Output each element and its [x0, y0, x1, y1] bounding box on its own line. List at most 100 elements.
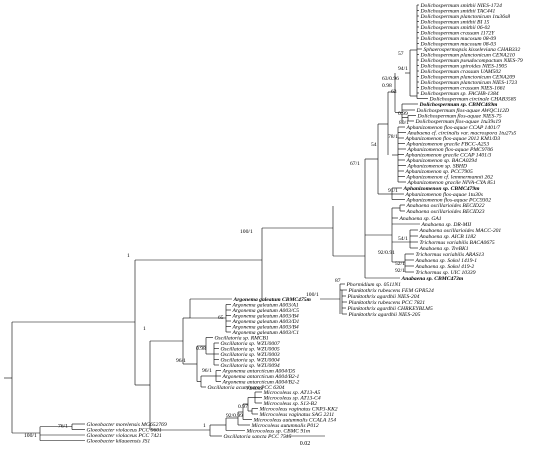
support-value: 63/0.96 [382, 76, 399, 82]
taxon-label: Anabaena oscillarioides BECID22 [406, 203, 485, 209]
support-value: 100/1 [306, 292, 319, 298]
taxon-label: Planktothrix agardhii CHRKEYBLM5 [347, 306, 433, 312]
taxon-label: Argonema galeatum A003/D1 [232, 319, 300, 325]
taxon-label: Microcoleus sp. AT13-C4 [263, 395, 321, 401]
taxon-label: Dolichospermum pseudocompactum NIES-79 [420, 58, 523, 64]
taxon-label: Argonema galeatum A003/A1 [232, 302, 299, 308]
taxon-label: Anabaena sp. TreBK1 [419, 246, 469, 252]
support-value: 57 [398, 51, 404, 57]
highlighted-taxon-label: Dolichospermum sp. CBMC469m [419, 102, 499, 108]
taxon-label: Argonema galeatum A003/C5 [232, 308, 300, 314]
taxon-label: Argonema galeatum A003/C1 [232, 330, 300, 336]
taxon-label: Aphanizomenon flos-aquae CCAP 1401/7 [406, 124, 501, 131]
taxon-label: Dolichospermum circinale CHAB3585 [429, 96, 517, 102]
support-value: 0.98 [196, 346, 206, 352]
taxon-label: Oscillatoria sp. WZU0004 [221, 357, 280, 363]
taxon-label: Dolichospermum crassum UAM502 [420, 69, 502, 75]
highlighted-taxon-label: Anabaena sp. CBMC473m [401, 276, 464, 282]
taxon-label: Argonema antarcticum A004/D5 [222, 368, 296, 374]
taxon-label: Microcoleus sp. AT13-A5 [263, 390, 321, 396]
taxon-label: Aphanizomenon gracile NIVA-CYA 851 [407, 180, 496, 186]
taxon-label: Oscillatoria sancta PCC 7515 [224, 434, 292, 440]
taxon-label: Oscillatoria sp. WZU0003 [221, 352, 280, 358]
support-value: 96/1 [202, 368, 212, 374]
taxon-label: Dolichospermum planctonicum CENA210 [420, 52, 516, 58]
taxon-label: Dolichospermum planctonicum CENA209 [420, 74, 516, 80]
taxon-label: Aphanizomenon sp. PCC7905 [405, 169, 473, 175]
taxon-label: Anabaena oscillarioides BECID23 [406, 209, 485, 215]
taxon-label: Aphanizomenon flos-aquae PCC9302 [406, 196, 492, 203]
support-value: 96/1 [176, 358, 186, 364]
taxon-label: Gloeobacter violaceus PCC 9601 [87, 427, 163, 433]
taxon-label: Dolichospermum flos-aquae 1tu39s19 [415, 118, 502, 125]
taxon-label: Anabaena cf. circinalis var. macrospora … [407, 129, 517, 136]
support-value: 87 [335, 278, 341, 284]
taxon-label: Dolichospermum smithii 06-02 [420, 25, 491, 31]
taxon-label: Aphanizomenon flos-aquae 1tu30s [405, 191, 483, 198]
taxon-label: Anabaena sp. GA1 [399, 216, 442, 222]
taxon-label: Oscillatoria sp. WZU0005 [221, 346, 280, 352]
highlighted-taxon-label: Aphanizomenon sp. CBMC479m [403, 186, 481, 192]
support-value: 0.99 [398, 111, 408, 117]
taxon-label: Dolichospermum flos-aquae AWQC112D [416, 107, 510, 114]
taxon-label: Anabaena sp. Sokol 1419-1 [415, 258, 478, 264]
taxon-label: Aphanizomenon gracile FBCC-A253 [406, 141, 490, 147]
taxon-label: Aphanizomenon cf. lemmermannii 262 [406, 173, 494, 180]
support-value: 80/1 [399, 120, 409, 126]
taxon-label: Dolichospermum mucosum 08-03 [420, 41, 497, 47]
taxon-label: Microcoleus vaginatus SAG 2211 [259, 412, 335, 418]
taxon-label: Anabaena sp. DR-MII [421, 222, 473, 228]
taxon-label: Gloeobacter violaceus PCC 7421 [87, 433, 163, 439]
highlighted-taxon-label: Argonema galeatum CBMC475m [233, 297, 312, 303]
support-value: 94/1 [398, 66, 408, 72]
taxon-label: Dolichospermum smithii NIES-1724 [420, 3, 503, 9]
taxon-label: Dolichospermum mucosum 08-09 [420, 36, 497, 42]
taxon-label: Gloeobacter morelensis MG652769 [87, 422, 167, 428]
support-value: 92/1 [395, 268, 405, 274]
support-value: 54 [371, 142, 377, 148]
support-value: 92/0.99 [226, 413, 243, 419]
support-value: 1 [127, 253, 130, 259]
taxon-label: Planktothrix agardhii NIES-205 [348, 312, 421, 318]
taxon-label: Planktothrix rubescens FEM GPR524 [348, 288, 434, 294]
taxon-label: Anabaena sp. AICB 1182 [419, 234, 477, 240]
taxon-label: Oscillatoria acuminata PCC 6304 [208, 385, 285, 391]
taxon-label: Gloeobacter kilaueensis JS1 [87, 438, 151, 444]
support-value: 54/1 [398, 236, 408, 242]
support-value: 78/1 [388, 134, 398, 140]
taxon-label: Aphanizomenon sp. BACA0294 [406, 158, 478, 164]
taxon-label: Dolichospermum crassum NIES-1661 [420, 85, 506, 91]
taxon-label: Microcoleus autumnalis CCALA 154 [253, 417, 337, 423]
taxon-label: Trichormus variabilis BACA0675 [420, 240, 495, 246]
support-value: 67/1 [350, 161, 360, 167]
taxon-label: Anabaena sp. Sokol 419-2 [415, 264, 475, 270]
support-value: 52/1 [395, 261, 405, 267]
taxon-label: Dolichospermum flos-aquae NIES-75 [417, 112, 502, 119]
taxon-label: Argonema antarcticum A004/B2-2 [222, 379, 300, 385]
support-value: 1 [143, 326, 146, 332]
taxon-label: Phormidium sp. 0511N1 [346, 282, 402, 288]
taxon-label: Oscillatoria sp. WZU0094 [221, 363, 280, 369]
taxon-label: Microcoleus vaginatus CNP3-KK2 [259, 406, 338, 412]
taxon-label: Planktothrix rubescens PCC 7821 [348, 300, 426, 306]
taxon-label: Dolichospermum planctonicum NIES-1723 [420, 80, 518, 86]
support-value: 100/1 [240, 229, 253, 235]
support-value: 0.98 [382, 83, 392, 89]
support-value: 92/0.91 [378, 250, 395, 256]
scale-bar-label: 0.02 [300, 441, 311, 447]
taxon-label: Microcoleus sp. CBMC 91m [246, 428, 311, 434]
support-value: 73/0.99 [246, 386, 263, 392]
taxon-label: Trichormus sp. UIC 10339 [416, 270, 476, 276]
taxon-label: Dolichospermum smithii BI 15 [420, 19, 490, 25]
taxon-label: Dolichospermum sp. FACHB-1384 [420, 91, 499, 97]
taxon-label: Oscillatoria sp. RMCB1 [215, 335, 269, 341]
taxon-label: Aphanizomenon flos-aquae PMC9706 [407, 146, 494, 153]
taxon-label: Microcoleus autumnalis P012 [251, 423, 319, 429]
taxon-label: Dolichospermum planctonicum 1tu36s8 [420, 14, 511, 20]
support-value: 1 [203, 423, 206, 429]
taxon-label: Argonema galeatum A003/B4 [232, 324, 299, 330]
taxon-label: Dolichospermum spiroides NIES-1905 [420, 63, 508, 69]
taxon-label: Argonema antarcticum A004/B2-1 [222, 374, 300, 380]
